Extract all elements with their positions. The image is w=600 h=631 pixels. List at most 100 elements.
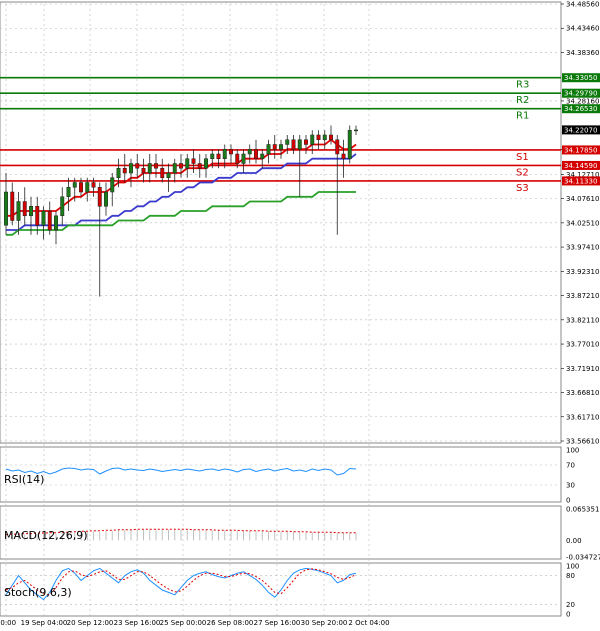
rsi-axis-label: 100 <box>566 447 579 455</box>
level-price-tag <box>562 73 600 83</box>
price-axis-label: 34.48560 <box>566 1 599 9</box>
candle-body <box>241 153 246 164</box>
level-price-label: 34.26530 <box>564 105 597 113</box>
candle-body <box>297 139 302 150</box>
price-axis-label: 33.61710 <box>566 413 599 421</box>
level-name-s1: S1 <box>516 152 529 163</box>
candle-body <box>341 153 346 159</box>
candle-body <box>47 210 52 231</box>
candle-body <box>166 172 171 179</box>
level-name-r1: R1 <box>516 111 529 122</box>
level-price-label: 34.11330 <box>564 177 597 185</box>
price-axis-label: 33.66810 <box>566 389 599 397</box>
candle-body <box>185 158 190 169</box>
rsi-axis-label: 70 <box>566 462 575 470</box>
price-axis-label: 34.38360 <box>566 49 599 57</box>
stoch-axis-label: 0 <box>566 611 570 619</box>
macd-axis-label: -0.034727 <box>566 554 600 562</box>
candle-body <box>104 191 108 207</box>
candle-body <box>210 153 215 159</box>
time-axis-label: 27 Sep 16:00 <box>254 619 301 627</box>
candle-body <box>16 201 21 221</box>
candle-body <box>310 134 315 145</box>
candle-body <box>347 129 352 159</box>
time-axis-label: 20 Sep 12:00 <box>67 619 114 627</box>
level-name-s2: S2 <box>516 167 529 178</box>
level-price-label: 34.14590 <box>564 162 597 170</box>
rsi-axis-label: 0 <box>566 497 570 505</box>
candle-body <box>254 148 258 159</box>
candle-body <box>122 167 127 174</box>
price-axis-label: 33.87210 <box>566 292 599 300</box>
stoch-axis-label: 100 <box>566 563 579 571</box>
candle-body <box>29 206 33 217</box>
time-axis-label: 19 Sep 04:00 <box>21 619 68 627</box>
ema-slow-line <box>6 191 356 236</box>
candle-body <box>191 158 196 164</box>
rsi-axis-label: 30 <box>566 482 575 490</box>
candle-body <box>247 148 252 155</box>
stoch-title: Stoch(9,6,3) <box>4 586 72 599</box>
current-price-tag <box>562 125 600 135</box>
ema-mid-line <box>6 153 357 231</box>
current-price-label: 34.22070 <box>564 126 597 134</box>
candle-body <box>79 182 83 193</box>
candle-body <box>147 163 152 174</box>
time-axis-label: 23 Sep 16:00 <box>114 619 161 627</box>
price-axis-label: 33.92310 <box>566 268 599 276</box>
time-axis-label: 30 Sep 20:00 <box>301 619 348 627</box>
candle-body <box>222 148 227 159</box>
macd-axis-label: 0.065351 <box>566 506 599 514</box>
candle-body <box>129 163 133 174</box>
candle-body <box>60 196 65 217</box>
candle-body <box>4 191 8 226</box>
candle-body <box>135 163 140 169</box>
candle-body <box>216 153 221 159</box>
candle-body <box>22 201 27 217</box>
time-axis-label: 25 Sep 00:00 <box>160 619 207 627</box>
macd-title: MACD(12,26,9) <box>4 529 88 542</box>
candle-body <box>285 139 290 145</box>
rsi-line <box>5 467 357 476</box>
stoch-axis-label: 20 <box>566 601 575 609</box>
candle-body <box>229 148 233 155</box>
candle-body <box>316 134 321 140</box>
candle-body <box>97 187 102 207</box>
stoch-axis-label: 80 <box>566 572 575 580</box>
candle-body <box>266 144 271 155</box>
candle-body <box>35 206 40 226</box>
candle-body <box>272 144 277 150</box>
candle-body <box>354 129 358 132</box>
candle-body <box>197 163 202 169</box>
candle-body <box>335 139 340 155</box>
candle-body <box>279 144 283 150</box>
price-axis-label: 34.07610 <box>566 195 599 203</box>
price-axis-label: 34.43460 <box>566 25 599 33</box>
level-price-label: 34.17850 <box>564 146 597 154</box>
time-axis-label: 26 Sep 08:00 <box>207 619 254 627</box>
candle-body <box>204 158 208 169</box>
stoch-main-line <box>5 567 357 601</box>
level-name-r2: R2 <box>516 95 529 106</box>
macd-panel-frame <box>0 505 562 560</box>
candle-body <box>10 191 15 221</box>
candle-body <box>304 139 308 145</box>
level-name-s3: S3 <box>516 183 529 194</box>
macd-axis-label: 0.00 <box>566 537 582 545</box>
price-axis-label: 34.12710 <box>566 171 599 179</box>
candle-body <box>141 167 146 174</box>
candle-body <box>116 167 121 179</box>
candle-body <box>72 182 77 188</box>
stoch-signal-line <box>5 568 357 596</box>
level-price-label: 34.33050 <box>564 74 597 82</box>
level-name-r3: R3 <box>516 80 529 91</box>
price-axis-label: 34.02510 <box>566 219 599 227</box>
candle-body <box>54 215 58 231</box>
stoch-panel-frame <box>0 562 562 617</box>
candle-body <box>66 187 71 198</box>
price-axis-label: 33.71910 <box>566 365 599 373</box>
candle-body <box>154 163 158 169</box>
level-price-tag <box>562 88 600 98</box>
candle-body <box>160 167 165 179</box>
price-axis-label: 33.82110 <box>566 316 599 324</box>
